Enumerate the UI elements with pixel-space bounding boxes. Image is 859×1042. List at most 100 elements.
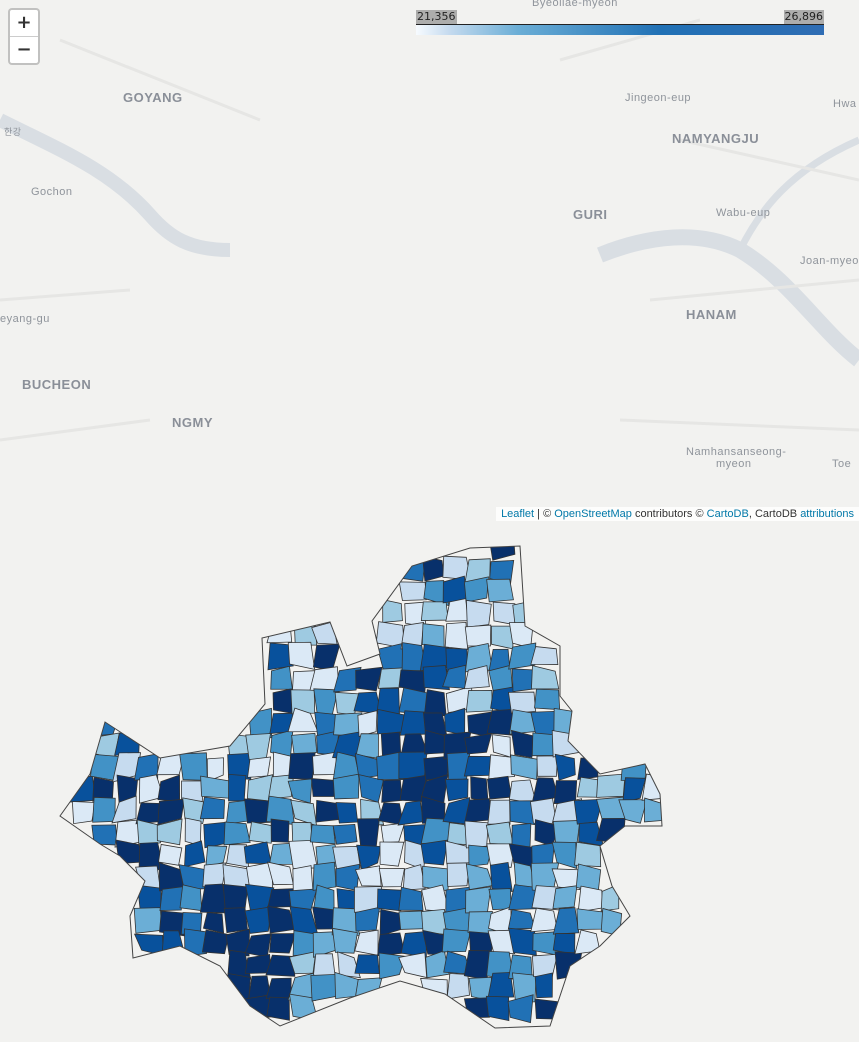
district-polygon[interactable] — [576, 908, 605, 930]
district-polygon[interactable] — [420, 839, 449, 866]
district-polygon[interactable] — [381, 779, 403, 803]
district-polygon[interactable] — [244, 798, 271, 824]
district-polygon[interactable] — [115, 839, 142, 864]
district-polygon[interactable] — [398, 952, 428, 979]
district-polygon[interactable] — [463, 950, 491, 981]
district-polygon[interactable] — [228, 773, 247, 802]
district-polygon[interactable] — [247, 756, 272, 778]
district-polygon[interactable] — [446, 862, 470, 887]
district-polygon[interactable] — [486, 578, 514, 603]
district-polygon[interactable] — [554, 753, 576, 781]
district-polygon[interactable] — [270, 818, 290, 843]
district-polygon[interactable] — [111, 795, 137, 824]
district-polygon[interactable] — [269, 933, 297, 954]
district-polygon[interactable] — [465, 863, 494, 891]
district-polygon[interactable] — [488, 888, 512, 910]
district-polygon[interactable] — [292, 930, 317, 957]
district-polygon[interactable] — [596, 773, 626, 798]
district-polygon[interactable] — [223, 907, 248, 934]
district-polygon[interactable] — [184, 840, 206, 868]
district-polygon[interactable] — [529, 797, 557, 825]
district-polygon[interactable] — [266, 996, 290, 1021]
district-polygon[interactable] — [491, 734, 511, 758]
district-polygon[interactable] — [600, 883, 620, 912]
district-polygon[interactable] — [401, 733, 429, 755]
district-polygon[interactable] — [292, 865, 314, 893]
district-polygon[interactable] — [464, 624, 492, 647]
district-polygon[interactable] — [312, 861, 337, 891]
district-polygon[interactable] — [485, 995, 510, 1022]
district-polygon[interactable] — [377, 932, 406, 957]
district-polygon[interactable] — [398, 687, 429, 716]
district-polygon[interactable] — [355, 977, 383, 997]
district-polygon[interactable] — [379, 909, 402, 937]
district-polygon[interactable] — [313, 688, 339, 717]
district-polygon[interactable] — [465, 886, 492, 914]
district-polygon[interactable] — [71, 801, 96, 825]
district-polygon[interactable] — [332, 823, 358, 845]
district-polygon[interactable] — [222, 864, 250, 888]
district-polygon[interactable] — [158, 843, 183, 866]
district-polygon[interactable] — [530, 646, 559, 665]
attributions-link[interactable]: attributions — [800, 508, 854, 520]
district-polygon[interactable] — [465, 599, 492, 628]
district-polygon[interactable] — [133, 933, 164, 956]
district-polygon[interactable] — [422, 555, 445, 582]
district-polygon[interactable] — [552, 907, 580, 935]
district-polygon[interactable] — [600, 907, 623, 937]
district-polygon[interactable] — [536, 755, 558, 777]
district-polygon[interactable] — [380, 822, 406, 844]
district-polygon[interactable] — [200, 775, 231, 799]
district-polygon[interactable] — [464, 820, 489, 849]
district-polygon[interactable] — [265, 977, 292, 999]
district-polygon[interactable] — [354, 865, 382, 887]
district-polygon[interactable] — [309, 824, 336, 845]
district-polygon[interactable] — [248, 821, 274, 844]
district-polygon[interactable] — [577, 756, 599, 781]
district-polygon[interactable] — [423, 689, 447, 717]
district-polygon[interactable] — [507, 994, 534, 1024]
district-polygon[interactable] — [199, 796, 225, 820]
district-polygon[interactable] — [356, 818, 380, 849]
district-polygon[interactable] — [398, 581, 427, 601]
zoom-in-button[interactable]: + — [16, 12, 32, 33]
district-polygon[interactable] — [444, 778, 469, 802]
district-polygon[interactable] — [398, 751, 428, 780]
district-polygon[interactable] — [508, 779, 538, 805]
district-polygon[interactable] — [290, 799, 318, 827]
district-polygon[interactable] — [92, 796, 116, 823]
district-polygon[interactable] — [463, 755, 492, 777]
district-polygon[interactable] — [288, 839, 318, 870]
district-polygon[interactable] — [441, 928, 472, 953]
district-polygon[interactable] — [157, 774, 181, 802]
district-polygon[interactable] — [288, 752, 316, 780]
district-polygon[interactable] — [335, 802, 359, 824]
district-polygon[interactable] — [201, 929, 230, 955]
district-polygon[interactable] — [510, 729, 535, 759]
district-polygon[interactable] — [159, 886, 184, 911]
district-polygon[interactable] — [331, 927, 358, 954]
district-polygon[interactable] — [225, 800, 249, 825]
district-polygon[interactable] — [398, 886, 424, 911]
district-polygon[interactable] — [287, 778, 313, 804]
district-polygon[interactable] — [444, 621, 469, 650]
zoom-out-button[interactable]: − — [10, 36, 38, 63]
district-polygon[interactable] — [397, 800, 424, 826]
district-polygon[interactable] — [179, 884, 203, 912]
district-polygon[interactable] — [485, 821, 514, 845]
district-polygon[interactable] — [531, 665, 560, 690]
cartodb-link[interactable]: CartoDB — [706, 508, 749, 520]
district-polygon[interactable] — [596, 817, 626, 844]
district-polygon[interactable] — [444, 707, 466, 736]
district-polygon[interactable] — [355, 666, 383, 692]
district-polygon[interactable] — [489, 862, 513, 893]
district-polygon[interactable] — [531, 953, 558, 978]
district-polygon[interactable] — [487, 799, 511, 825]
district-polygon[interactable] — [378, 868, 405, 888]
district-polygon[interactable] — [508, 927, 537, 956]
district-polygon[interactable] — [202, 862, 227, 888]
district-polygon[interactable] — [222, 883, 249, 912]
district-polygon[interactable] — [133, 907, 163, 934]
district-polygon[interactable] — [492, 601, 516, 626]
